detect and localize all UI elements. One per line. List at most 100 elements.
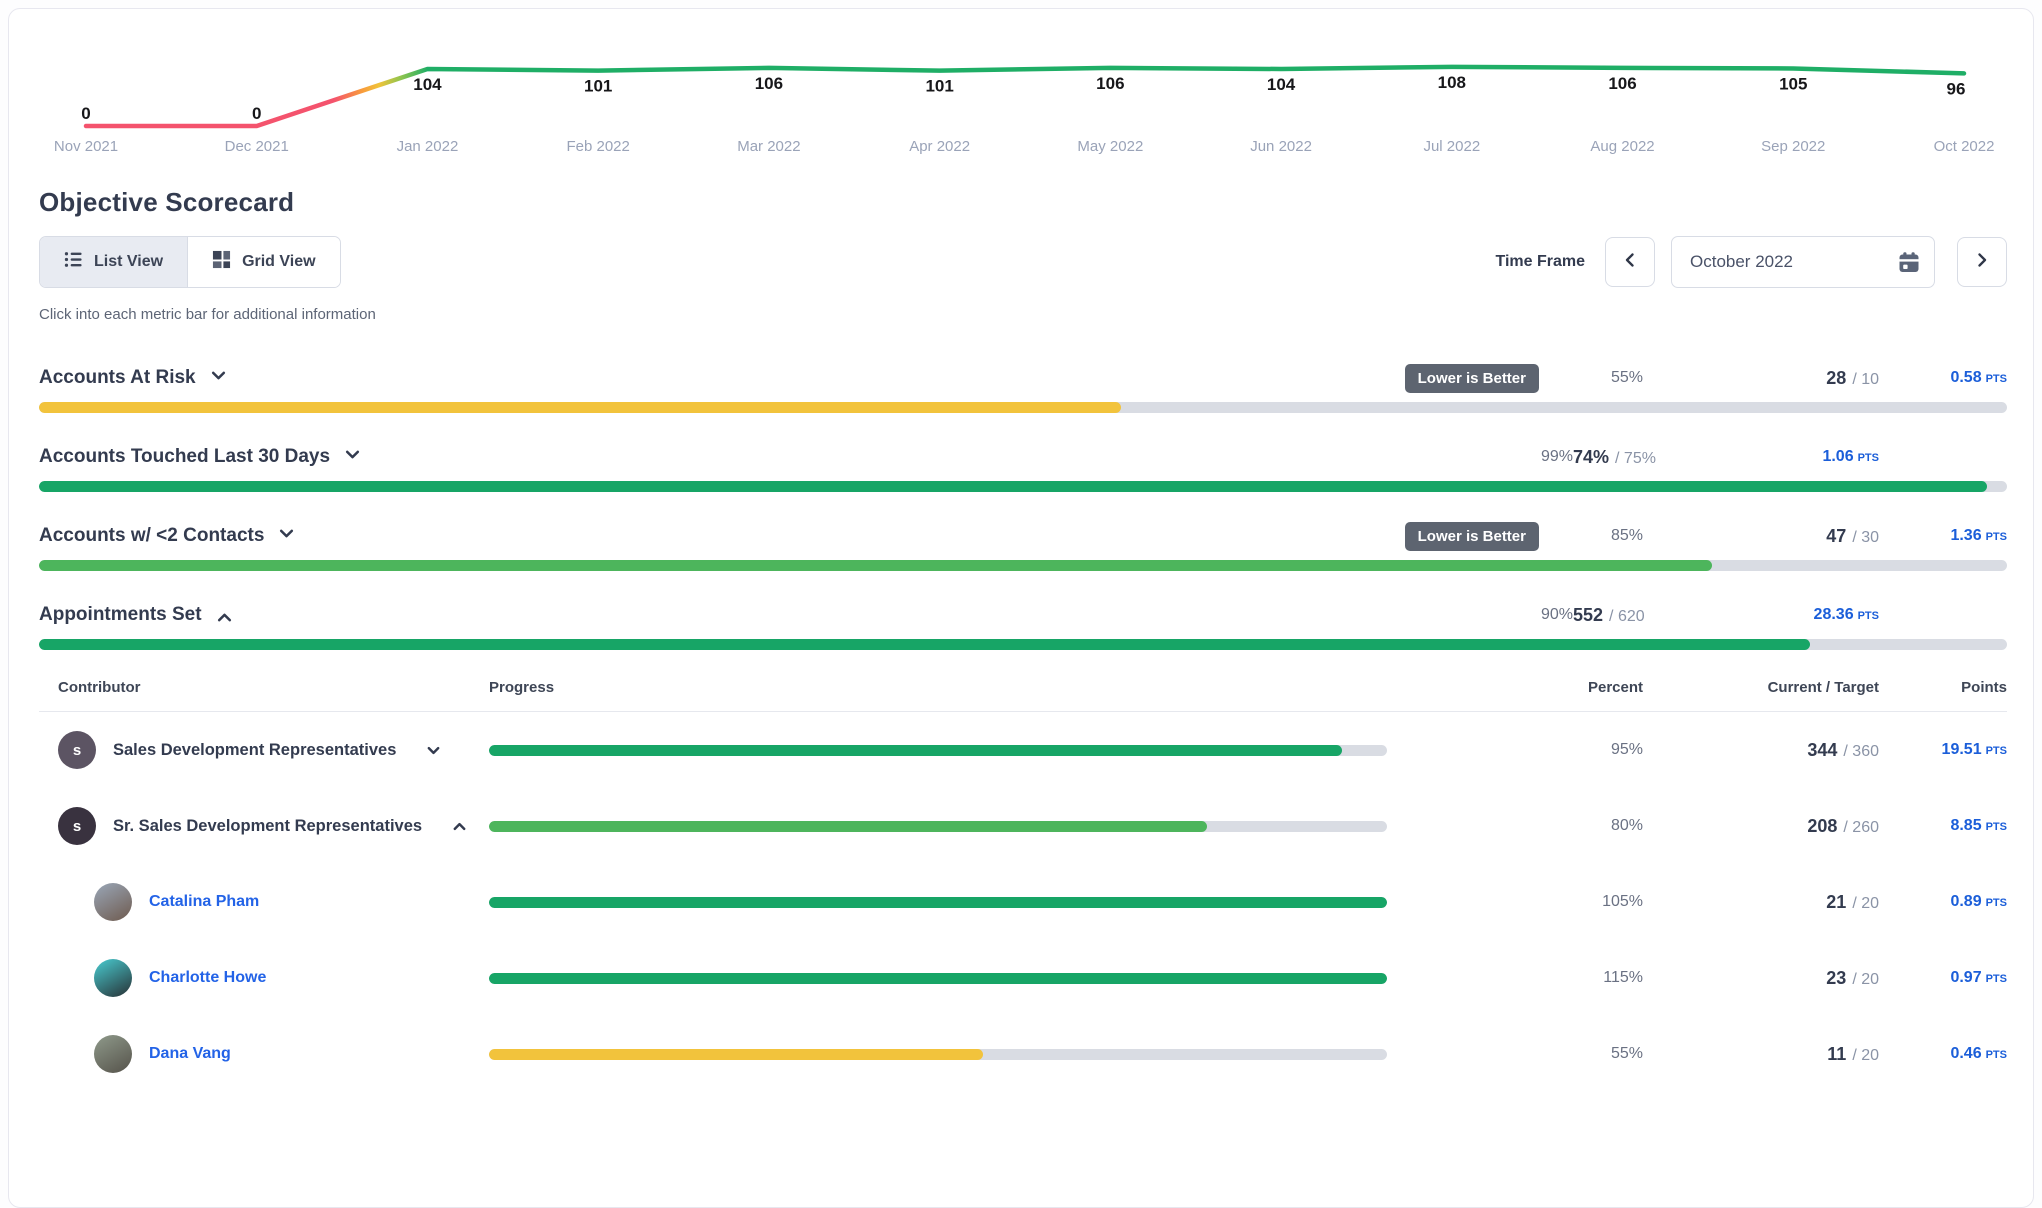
table-body: s Sales Development Representatives 95% … (39, 712, 2007, 1092)
pts-unit-label: PTS (1857, 452, 1879, 464)
metric-progress-fill (39, 639, 1811, 650)
contributor-target: / 260 (1843, 818, 1879, 836)
metric-percent: 55% (1610, 369, 1643, 386)
pts-unit-label: PTS (1985, 373, 2007, 385)
list-view-button[interactable]: List View (40, 237, 188, 287)
timeframe-input[interactable] (1671, 236, 1935, 288)
contributor-progress-bar[interactable] (489, 744, 1387, 756)
chart-value-label: 101 (925, 77, 953, 96)
metric-progress-bar[interactable] (39, 560, 2007, 571)
contributor-progress-bar[interactable] (489, 1048, 1387, 1060)
contributor-current: 344 (1807, 739, 1838, 760)
toolbar: List View Grid View Time Frame (39, 236, 2007, 288)
contributor-points: 0.46 (1950, 1045, 1982, 1062)
contributor-progress-bar[interactable] (489, 972, 1387, 984)
contributor-target: / 20 (1852, 1046, 1879, 1064)
lower-is-better-badge: Lower is Better (1404, 521, 1539, 551)
chart-month-label: Dec 2021 (225, 138, 289, 155)
contributor-progress-fill (489, 896, 1387, 908)
metric-header[interactable]: Accounts w/ <2 Contacts (39, 525, 1405, 547)
table-row: s Sales Development Representatives 95% … (39, 712, 2007, 788)
previous-month-button[interactable] (1605, 237, 1655, 287)
contributor-name[interactable]: Charlotte Howe (149, 969, 267, 986)
chevron-down-icon[interactable] (426, 743, 441, 758)
metric-target: / 10 (1852, 370, 1879, 388)
time-frame-controls: Time Frame (1495, 236, 2007, 288)
calendar-icon[interactable] (1897, 250, 1921, 279)
chart-value-label: 106 (755, 74, 783, 93)
contributor-points: 0.89 (1950, 893, 1982, 910)
metric-percent: 85% (1610, 527, 1643, 544)
chevron-down-icon[interactable] (344, 446, 361, 468)
contributor-points: 0.97 (1950, 969, 1982, 986)
contributor-name[interactable]: Sales Development Representatives (113, 740, 397, 759)
chevron-down-icon[interactable] (210, 367, 227, 389)
lower-is-better-badge: Lower is Better (1404, 363, 1539, 393)
metric-row: Accounts w/ <2 Contacts Lower is Better … (39, 521, 2007, 571)
contributor-name[interactable]: Sr. Sales Development Representatives (113, 816, 423, 835)
chart-month-label: Jul 2022 (1423, 138, 1480, 155)
contributor-name[interactable]: Catalina Pham (149, 893, 260, 910)
chart-month-label: Sep 2022 (1761, 138, 1825, 155)
contributor-current: 23 (1826, 967, 1847, 988)
contributor-name[interactable]: Dana Vang (149, 1045, 231, 1062)
chevron-up-icon[interactable] (216, 604, 233, 626)
chart-value-label: 108 (1438, 73, 1466, 92)
table-row: Catalina Pham 105% 21 / 20 0.89 PTS (39, 864, 2007, 940)
grid-view-label: Grid View (242, 253, 316, 270)
contributor-progress-fill (489, 1048, 983, 1060)
page-title: Objective Scorecard (39, 187, 295, 217)
contributor-table: Contributor Progress Percent Current / T… (39, 679, 2007, 1092)
chevron-down-icon[interactable] (278, 525, 295, 547)
chart-value-label: 106 (1608, 74, 1636, 93)
metric-title: Appointments Set (39, 604, 202, 625)
scorecard-panel: 0 Nov 2021 0 Dec 2021 104 Jan 2022 101 Feb 2022… (8, 8, 2034, 1208)
contributor-progress-fill (489, 972, 1387, 984)
metric-row: Accounts Touched Last 30 Days 99% 74% / 7… (39, 442, 2007, 492)
list-view-label: List View (94, 253, 164, 270)
pts-unit-label: PTS (1985, 531, 2007, 543)
metric-header[interactable]: Appointments Set (39, 604, 1541, 626)
contributor-progress-bar[interactable] (489, 896, 1387, 908)
metric-points: 0.58 (1950, 369, 1982, 386)
metric-percent: 99% (1540, 448, 1573, 465)
metric-progress-bar[interactable] (39, 639, 2007, 650)
metric-target: / 620 (1609, 607, 1645, 625)
contributor-progress-bar[interactable] (489, 820, 1387, 832)
next-month-button[interactable] (1957, 237, 2007, 287)
chart-month-label: Feb 2022 (566, 138, 629, 155)
contributor-percent: 105% (1602, 893, 1643, 910)
pts-unit-label: PTS (1985, 897, 2007, 909)
table-row: Dana Vang 55% 11 / 20 0.46 PTS (39, 1016, 2007, 1092)
metric-row: Accounts At Risk Lower is Better 55% 28 /… (39, 363, 2007, 413)
contributor-points: 19.51 (1941, 741, 1982, 758)
contributor-progress-fill (489, 820, 1208, 832)
contributor-progress-fill (489, 744, 1343, 756)
column-points: Points (1961, 679, 2007, 696)
chevron-right-icon (1974, 252, 1990, 273)
avatar (94, 1035, 132, 1073)
contributor-target: / 20 (1852, 970, 1879, 988)
pts-unit-label: PTS (1857, 610, 1879, 622)
metric-header[interactable]: Accounts At Risk (39, 367, 1405, 389)
chart-month-label: May 2022 (1077, 138, 1143, 155)
chart-month-label: Oct 2022 (1934, 138, 1995, 155)
chevron-up-icon[interactable] (452, 819, 467, 834)
table-row: s Sr. Sales Development Representatives … (39, 788, 2007, 864)
grid-view-button[interactable]: Grid View (187, 237, 340, 287)
metric-progress-bar[interactable] (39, 481, 2007, 492)
chart-month-label: Aug 2022 (1590, 138, 1654, 155)
chart-value-label: 104 (1267, 75, 1296, 94)
monthly-trend-line-chart[interactable]: 0 Nov 2021 0 Dec 2021 104 Jan 2022 101 Feb 2022… (39, 21, 2007, 173)
metric-progress-bar[interactable] (39, 402, 2007, 413)
table-row: Charlotte Howe 115% 23 / 20 0.97 PTS (39, 940, 2007, 1016)
chart-value-label: 101 (584, 77, 612, 96)
metric-title: Accounts At Risk (39, 367, 196, 388)
metric-header[interactable]: Accounts Touched Last 30 Days (39, 446, 1541, 468)
pts-unit-label: PTS (1985, 1049, 2007, 1061)
table-header: Contributor Progress Percent Current / T… (39, 679, 2007, 712)
contributor-target: / 360 (1843, 742, 1879, 760)
chart-month-label: Jun 2022 (1250, 138, 1312, 155)
chart-month-label: Mar 2022 (737, 138, 800, 155)
avatar: s (58, 731, 96, 769)
